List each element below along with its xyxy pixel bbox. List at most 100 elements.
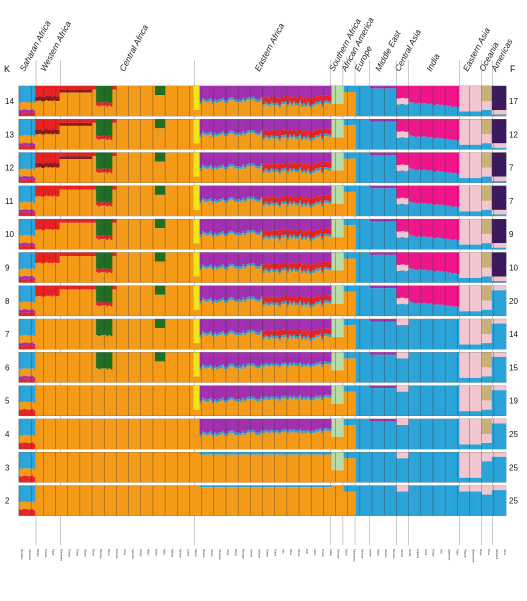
admixture-segment bbox=[270, 96, 273, 102]
admixture-segment bbox=[217, 299, 221, 302]
admixture-segment bbox=[453, 206, 456, 216]
admixture-segment bbox=[211, 267, 215, 271]
admixture-segment bbox=[29, 102, 32, 111]
admixture-segment bbox=[228, 264, 231, 268]
admixture-segment bbox=[274, 219, 277, 231]
admixture-segment bbox=[264, 163, 267, 169]
admixture-segment bbox=[41, 263, 44, 283]
admixture-segment bbox=[90, 89, 93, 93]
admixture-segment bbox=[232, 297, 235, 300]
admixture-segment bbox=[406, 298, 409, 305]
admixture-segment bbox=[357, 119, 361, 150]
admixture-segment bbox=[333, 252, 336, 271]
admixture-segment bbox=[439, 271, 442, 283]
admixture-segment bbox=[268, 303, 271, 307]
admixture-segment bbox=[297, 305, 300, 316]
admixture-segment bbox=[25, 235, 28, 243]
admixture-segment bbox=[303, 338, 306, 350]
admixture-segment bbox=[331, 237, 334, 250]
admixture-segment bbox=[250, 99, 253, 116]
admixture-segment bbox=[29, 135, 32, 144]
admixture-segment bbox=[85, 92, 89, 116]
admixture-segment bbox=[154, 119, 158, 129]
admixture-segment bbox=[315, 96, 318, 102]
admixture-segment bbox=[365, 252, 369, 283]
admixture-segment bbox=[386, 285, 389, 289]
admixture-segment bbox=[197, 152, 200, 177]
admixture-segment bbox=[311, 330, 314, 338]
admixture-segment bbox=[106, 252, 109, 270]
admixture-segment bbox=[321, 119, 324, 132]
admixture-segment bbox=[92, 189, 95, 216]
admixture-segment bbox=[386, 219, 389, 222]
admixture-segment bbox=[77, 156, 81, 160]
admixture-segment bbox=[225, 202, 229, 216]
admixture-segment bbox=[223, 200, 227, 203]
admixture-segment bbox=[309, 331, 312, 339]
admixture-segment bbox=[250, 86, 253, 98]
admixture-segment bbox=[41, 296, 44, 316]
admixture-segment bbox=[213, 185, 217, 200]
admixture-segment bbox=[416, 103, 419, 116]
admixture-segment bbox=[497, 86, 501, 110]
admixture-segment bbox=[327, 203, 330, 216]
admixture-segment bbox=[299, 103, 302, 116]
admixture-segment bbox=[274, 263, 277, 270]
admixture-segment bbox=[142, 119, 146, 150]
admixture-segment bbox=[463, 252, 466, 278]
admixture-segment bbox=[294, 236, 298, 239]
admixture-segment bbox=[53, 86, 56, 96]
admixture-segment bbox=[323, 336, 326, 350]
admixture-segment bbox=[142, 152, 146, 183]
admixture-segment bbox=[481, 86, 484, 101]
admixture-segment bbox=[361, 152, 365, 183]
admixture-segment bbox=[376, 152, 379, 155]
admixture-segment bbox=[193, 86, 196, 110]
admixture-segment bbox=[53, 195, 56, 216]
admixture-segment bbox=[331, 270, 334, 283]
admixture-segment bbox=[317, 185, 320, 197]
admixture-segment bbox=[254, 267, 257, 283]
admixture-segment bbox=[443, 272, 446, 283]
admixture-segment bbox=[96, 172, 99, 183]
admixture-segment bbox=[81, 152, 85, 157]
admixture-segment bbox=[21, 279, 24, 283]
admixture-segment bbox=[469, 211, 472, 216]
admixture-segment bbox=[254, 131, 257, 135]
admixture-segment bbox=[19, 135, 22, 144]
admixture-segment bbox=[31, 212, 34, 216]
admixture-segment bbox=[278, 86, 282, 99]
admixture-segment bbox=[146, 86, 150, 116]
admixture-segment bbox=[207, 132, 210, 136]
admixture-segment bbox=[402, 319, 405, 326]
admixture-segment bbox=[25, 185, 28, 202]
admixture-segment bbox=[339, 319, 342, 338]
admixture-segment bbox=[41, 101, 44, 116]
admixture-segment bbox=[288, 301, 292, 304]
admixture-segment bbox=[323, 228, 326, 234]
admixture-segment bbox=[307, 102, 310, 105]
admixture-segment bbox=[426, 204, 430, 216]
admixture-segment bbox=[215, 185, 219, 201]
admixture-segment bbox=[73, 219, 77, 223]
admixture-segment bbox=[79, 159, 83, 183]
admixture-segment bbox=[376, 285, 379, 289]
admixture-segment bbox=[41, 97, 44, 102]
admixture-segment bbox=[45, 166, 48, 183]
admixture-segment bbox=[439, 285, 442, 305]
admixture-segment bbox=[378, 254, 381, 283]
admixture-segment bbox=[353, 158, 357, 183]
admixture-segment bbox=[309, 174, 312, 183]
admixture-segment bbox=[501, 281, 505, 283]
admixture-segment bbox=[234, 166, 237, 169]
admixture-segment bbox=[398, 252, 401, 266]
admixture-segment bbox=[205, 202, 208, 216]
admixture-segment bbox=[266, 138, 269, 150]
admixture-segment bbox=[483, 267, 486, 277]
admixture-segment bbox=[31, 142, 34, 146]
admixture-segment bbox=[90, 152, 93, 157]
admixture-segment bbox=[203, 232, 206, 235]
admixture-segment bbox=[351, 185, 355, 192]
admixture-segment bbox=[495, 143, 499, 148]
admixture-segment bbox=[481, 252, 484, 268]
